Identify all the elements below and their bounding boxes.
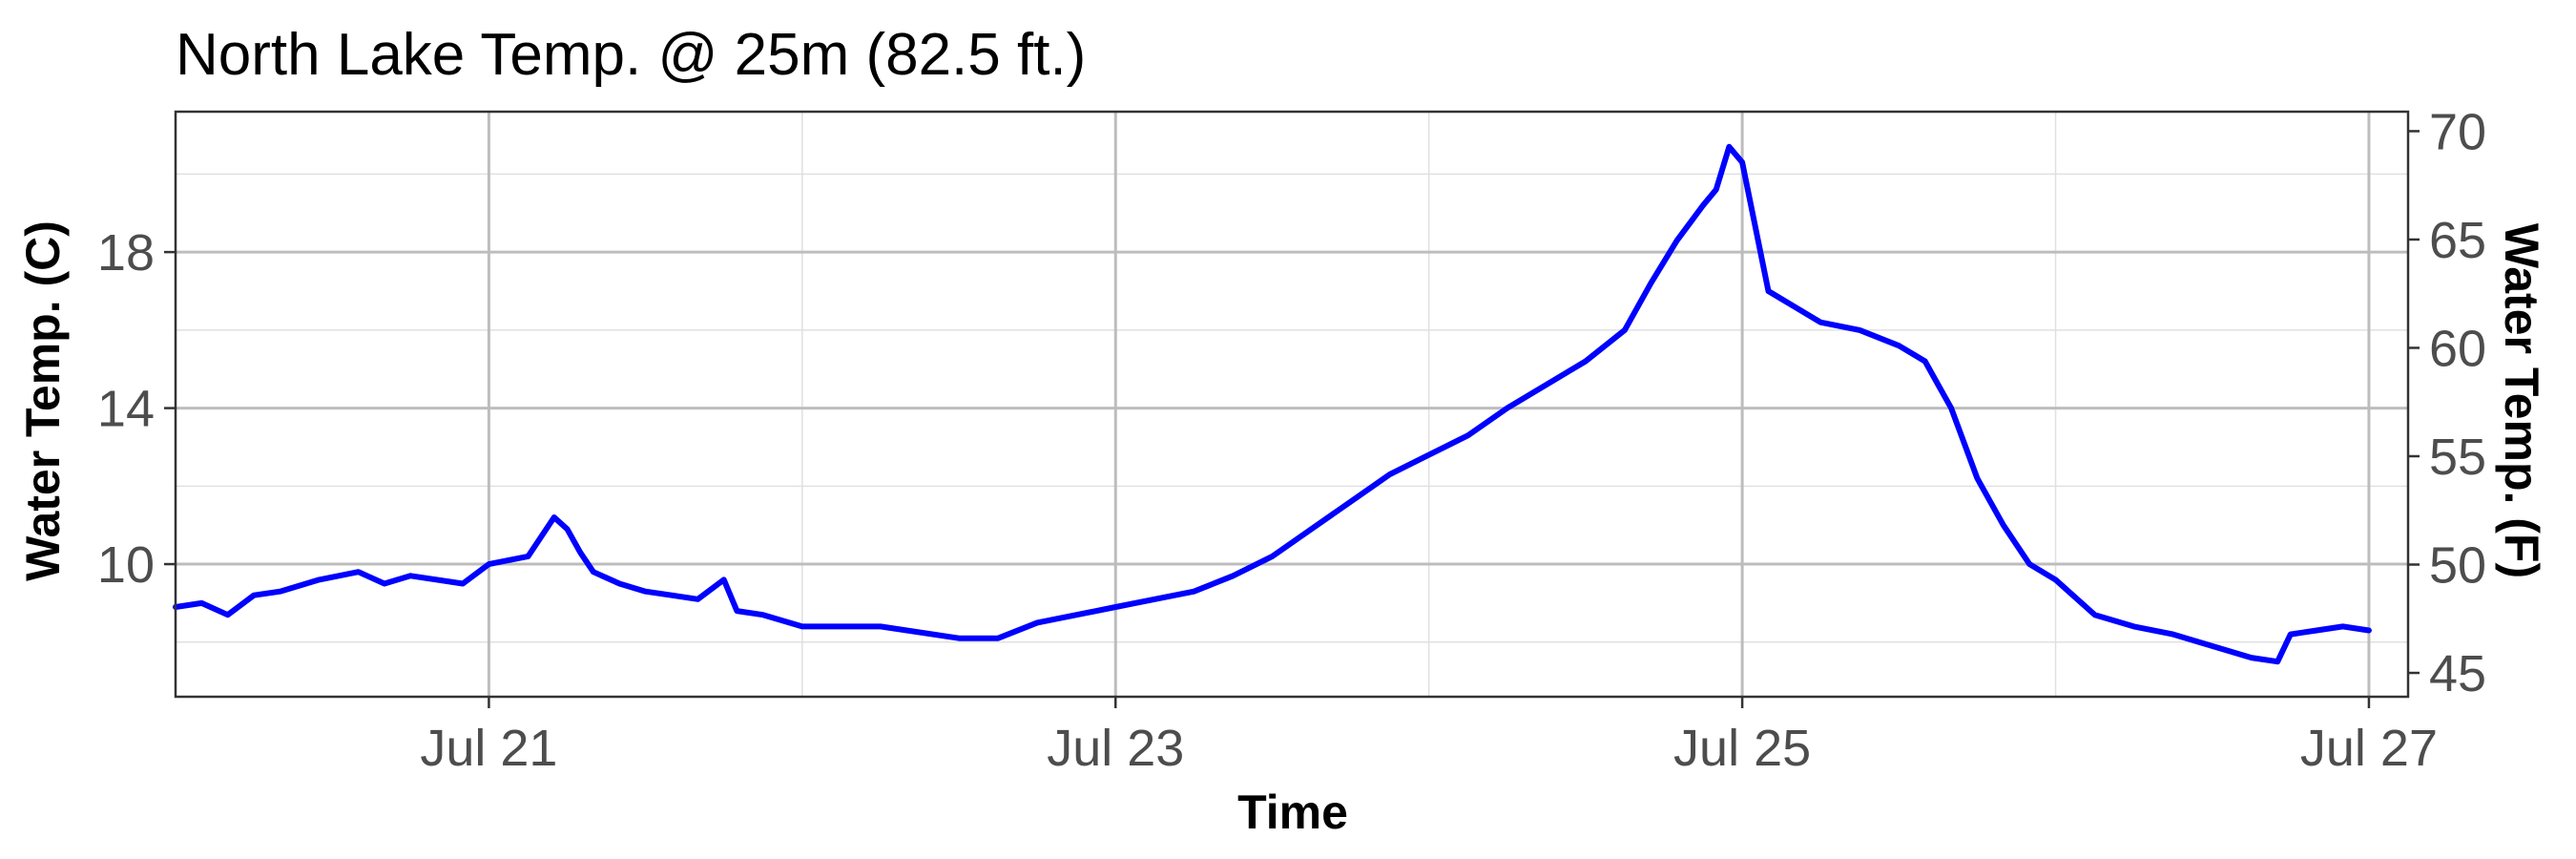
x-axis-title: Time xyxy=(1237,786,1348,839)
y2-tick-label: 70 xyxy=(2429,103,2486,160)
x-tick-label: Jul 21 xyxy=(420,720,557,777)
panel-border xyxy=(174,110,2410,699)
y2-tick-label: 50 xyxy=(2429,537,2486,595)
x-tick-label: Jul 25 xyxy=(1673,720,1811,777)
y2-tick-label: 45 xyxy=(2429,645,2486,702)
y2-tick-label: 60 xyxy=(2429,320,2486,377)
y-axis-title: Water Temp. (C) xyxy=(16,220,70,581)
y-tick-label: 10 xyxy=(97,536,155,594)
y-tick-label: 18 xyxy=(97,224,155,282)
y2-tick-label: 65 xyxy=(2429,212,2486,269)
x-tick-label: Jul 27 xyxy=(2300,720,2438,777)
plot-area: Jul 21 Jul 23 Jul 25 Jul 27 10 14 18 45 50 55 60 65… xyxy=(97,103,2486,777)
temperature-series-line xyxy=(173,143,2372,665)
y2-tick-label: 55 xyxy=(2429,429,2486,486)
x-tick-label: Jul 23 xyxy=(1047,720,1184,777)
chart-title: North Lake Temp. @ 25m (82.5 ft.) xyxy=(176,22,1086,88)
y-tick-label: 14 xyxy=(97,381,155,438)
y2-axis-title: Water Temp. (F) xyxy=(2495,223,2548,578)
